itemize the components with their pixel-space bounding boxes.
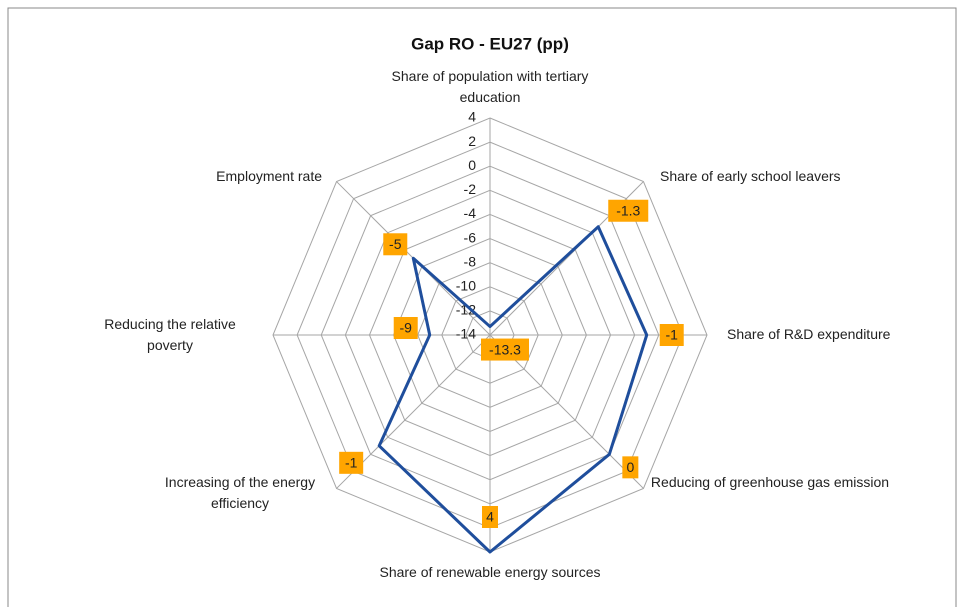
category-label: Employment rate [216,168,322,184]
data-label: 4 [486,509,494,525]
data-label-box [481,338,529,361]
y-tick-label: -6 [464,229,477,245]
data-label-box [659,324,684,346]
y-tick-label: 0 [468,157,476,173]
data-label-box [339,451,364,474]
data-label-box [383,233,408,256]
data-label: -5 [389,236,402,252]
y-tick-label: -2 [464,181,477,197]
data-label-box [482,506,498,528]
series-line [377,225,649,554]
category-label: Share of population with tertiary educat… [391,68,589,105]
category-label: Share of R&D expenditure [727,326,891,342]
y-tick-label: 4 [468,109,476,125]
chart-title: Gap RO - EU27 (pp) [411,34,569,53]
category-label: Reducing the relative poverty [104,316,236,353]
data-label: -1.3 [616,202,640,218]
data-label: -1 [345,455,358,471]
data-label: -13.3 [489,341,521,357]
category-label: Reducing of greenhouse gas emission [650,474,890,490]
category-label: Increasing of the energy efficiency [164,474,316,511]
data-label: 0 [626,459,634,475]
frame [7,7,957,607]
data-label: -9 [399,320,412,336]
data-label-box [622,456,639,479]
y-tick-label: 2 [468,133,476,149]
spoke [489,334,644,489]
y-tick-label: -10 [456,277,476,293]
data-label: -1 [665,327,678,343]
y-tick-label: -12 [456,302,476,318]
data-label-box [608,199,649,222]
category-label: Share of early school leavers [660,168,841,184]
category-label: Share of renewable energy sources [379,564,601,580]
data-label-box [393,317,418,339]
y-tick-label: -4 [464,205,477,221]
y-tick-label: -14 [456,326,476,342]
y-tick-label: -8 [464,253,477,269]
